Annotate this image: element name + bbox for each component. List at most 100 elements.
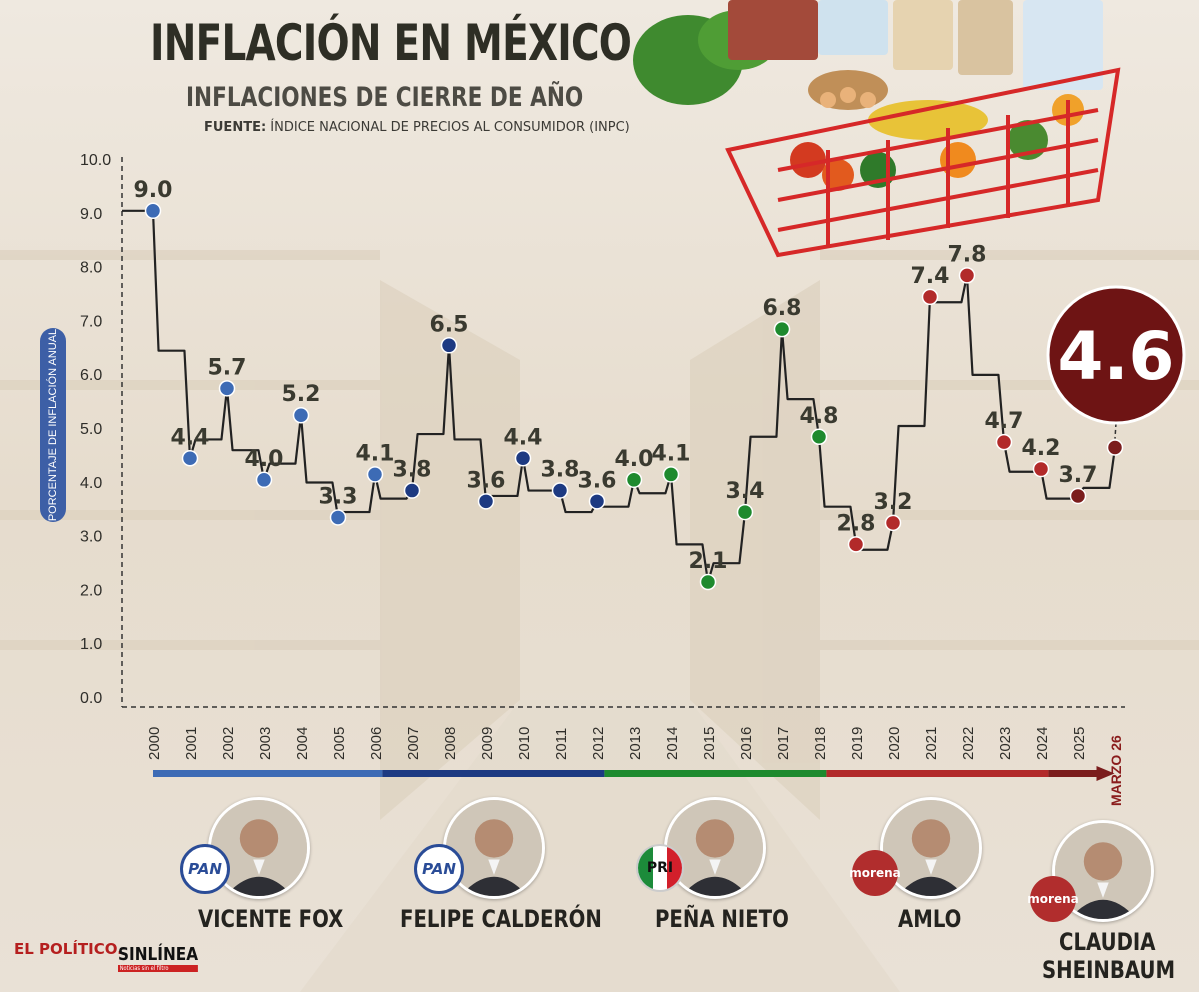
y-axis: 0.0 1.0 2.0 3.0 4.0 5.0 6.0 7.0 8.0 9.0 10.0 xyxy=(80,152,1125,708)
y-tick-label: 4.0 xyxy=(80,475,102,492)
data-point xyxy=(847,536,865,553)
y-tick-label: 2.0 xyxy=(80,582,102,599)
x-tick-label: 2025 xyxy=(1071,727,1088,760)
data-label: 4.4 xyxy=(504,425,543,450)
y-tick-label: 1.0 xyxy=(80,636,102,653)
party-logo-text: morena xyxy=(1027,892,1079,906)
data-point xyxy=(625,471,643,489)
x-tick-label: 2014 xyxy=(664,727,681,760)
x-tick-label: 2003 xyxy=(257,727,274,760)
data-label: 4.0 xyxy=(615,447,654,472)
x-tick-label: 2010 xyxy=(516,727,533,760)
party-logo: morena xyxy=(849,850,901,896)
data-label: 4.8 xyxy=(800,404,839,429)
x-tick-label: 2021 xyxy=(923,727,940,760)
data-label: 5.2 xyxy=(282,382,321,407)
x-tick-label: 2008 xyxy=(442,727,459,760)
party-logo: morena xyxy=(1027,876,1079,922)
source-prefix: FUENTE: xyxy=(204,120,267,135)
data-label: 4.1 xyxy=(356,441,395,466)
x-tick-label: MARZO 26 xyxy=(1108,735,1124,806)
data-label: 4.7 xyxy=(985,409,1024,434)
leader-portrait xyxy=(443,797,545,899)
x-tick-label: 2000 xyxy=(146,727,163,760)
data-label: 4.4 xyxy=(171,425,210,450)
data-label: 3.7 xyxy=(1059,463,1098,488)
party-logo: PAN xyxy=(180,844,230,894)
y-tick-label: 7.0 xyxy=(80,313,102,330)
basket-produce xyxy=(633,0,1103,191)
data-point xyxy=(366,466,384,483)
party-logo: PRI xyxy=(636,844,684,892)
data-point xyxy=(1106,439,1124,456)
y-tick-label: 6.0 xyxy=(80,367,102,384)
leader-name: AMLO xyxy=(898,905,962,933)
data-point xyxy=(921,288,939,306)
data-point xyxy=(477,493,495,510)
data-label: 6.8 xyxy=(763,296,802,321)
inflation-series: 9.04.45.74.05.23.34.13.86.53.64.43.83.64… xyxy=(122,178,1124,591)
el-politico-logo: EL POLÍTICO. xyxy=(14,940,123,958)
term-bar-arrow xyxy=(1096,766,1115,781)
data-label: 4.2 xyxy=(1022,436,1061,461)
x-tick-label: 2019 xyxy=(849,727,866,760)
page-title: INFLACIÓN EN MÉXICO xyxy=(150,14,632,72)
y-axis-label: PORCENTAJE DE INFLACIÓN ANUAL xyxy=(47,328,59,522)
data-label: 4.1 xyxy=(652,441,691,466)
data-label: 2.8 xyxy=(837,511,876,536)
term-bar xyxy=(382,770,605,777)
x-tick-label: 2016 xyxy=(738,727,755,760)
data-point xyxy=(995,433,1013,451)
data-point xyxy=(144,202,162,220)
data-point xyxy=(810,428,828,446)
x-tick-label: 2009 xyxy=(479,727,496,760)
data-label: 3.6 xyxy=(467,468,506,493)
data-point xyxy=(329,509,347,526)
data-label: 6.5 xyxy=(430,312,469,337)
y-tick-label: 9.0 xyxy=(80,206,102,223)
y-axis-label-pill: PORCENTAJE DE INFLACIÓN ANUAL xyxy=(40,328,66,522)
x-tick-label: 2012 xyxy=(590,727,607,760)
logo1-text: EL POLÍTICO. xyxy=(14,940,123,958)
x-tick-label: 2001 xyxy=(183,727,200,760)
x-tick-label: 2013 xyxy=(627,727,644,760)
data-label: 3.6 xyxy=(578,468,617,493)
logo2-text: SINLÍNEA xyxy=(118,944,199,965)
x-tick-label: 2007 xyxy=(405,727,422,760)
data-label: 2.1 xyxy=(689,549,728,574)
source-note: FUENTE: ÍNDICE NACIONAL DE PRECIOS AL CO… xyxy=(204,120,630,135)
leader-name: FELIPE CALDERÓN xyxy=(400,905,602,933)
party-logo-text: morena xyxy=(849,866,901,880)
x-tick-label: 2023 xyxy=(997,727,1014,760)
term-bar xyxy=(153,770,383,777)
data-label: 3.4 xyxy=(726,479,765,504)
party-logo-text: PRI xyxy=(646,860,674,876)
grocery-basket-illustration xyxy=(633,0,1121,258)
leader-name: CLAUDIA xyxy=(1059,928,1156,956)
data-point xyxy=(551,482,569,499)
y-tick-label: 3.0 xyxy=(80,529,102,546)
data-label: 7.4 xyxy=(911,264,950,289)
x-tick-label: 2015 xyxy=(701,727,718,760)
leader-portrait xyxy=(880,797,982,899)
party-logo: PAN xyxy=(414,844,464,894)
leader-name: VICENTE FOX xyxy=(198,905,344,933)
data-label: 3.2 xyxy=(874,490,913,515)
data-label: 3.3 xyxy=(319,484,358,509)
basket-frame xyxy=(725,67,1121,258)
y-tick-label: 0.0 xyxy=(80,690,102,707)
leader-name: PEÑA NIETO xyxy=(655,905,789,933)
data-point xyxy=(292,406,310,424)
x-axis: 2000 2001 2002 2003 2004 2005 2006 2007 2008 2009… xyxy=(146,727,1124,806)
data-point xyxy=(403,482,421,499)
series-line xyxy=(122,209,1117,584)
x-tick-label: 2005 xyxy=(331,727,348,760)
y-tick-label: 5.0 xyxy=(80,421,102,438)
x-tick-label: 2006 xyxy=(368,727,385,760)
data-label: 3.8 xyxy=(393,458,432,483)
x-tick-label: 2022 xyxy=(960,727,977,760)
party-logo-text: PAN xyxy=(188,860,222,878)
highlight-value: 4.6 xyxy=(1058,318,1175,395)
logo2-tagline: Noticias sin el filtro xyxy=(118,965,199,972)
